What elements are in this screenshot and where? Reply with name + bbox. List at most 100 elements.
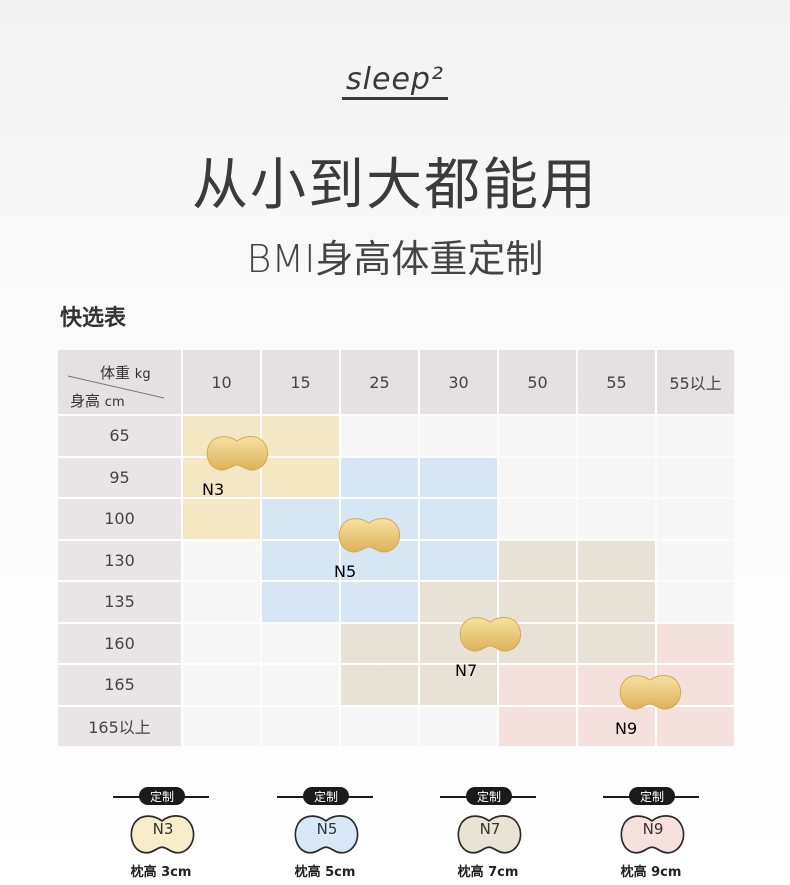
- table-cell: [420, 416, 497, 456]
- table-cell: [657, 706, 734, 746]
- table-cell: [657, 499, 734, 539]
- pillow-label: N7: [479, 820, 501, 838]
- pillow-height: 枕高 9cm: [620, 865, 682, 880]
- table-cell: [341, 665, 418, 705]
- row-header: 165: [58, 665, 181, 705]
- table-cell: [262, 457, 339, 497]
- table-cell: [657, 540, 734, 580]
- logo: sleep²: [0, 62, 790, 100]
- pillow-shape: [620, 815, 685, 854]
- table-cell: [657, 457, 734, 497]
- table-cell: [183, 582, 260, 622]
- badge-shape: [619, 675, 682, 710]
- column-header: 50: [499, 350, 576, 414]
- tag: 定制: [466, 787, 512, 805]
- legend-item: 定制 N9 枕高 9cm: [591, 787, 711, 885]
- pillow-label: N9: [642, 820, 664, 838]
- table-cell: [341, 416, 418, 456]
- table-cell: [420, 706, 497, 746]
- subtitle: BMI身高体重定制: [246, 237, 544, 281]
- table-cell: [420, 457, 497, 497]
- pillow-shape: [457, 815, 522, 854]
- table-cell: [262, 416, 339, 456]
- column-header: 55: [578, 350, 655, 414]
- table-cell: [262, 706, 339, 746]
- legend-item: 定制 N5 枕高 5cm: [265, 787, 385, 885]
- badge-shape: [338, 518, 401, 553]
- table-cell: [578, 540, 655, 580]
- table-cell: [578, 582, 655, 622]
- column-header: 25: [341, 350, 418, 414]
- table: 体重 kg 身高 cm 10 15 25 30 50 55 55以上 65 95 100 130 13…: [58, 350, 734, 746]
- table-cell: [183, 706, 260, 746]
- corner-weight-text: 体重: [100, 364, 131, 382]
- pillow-label: N5: [316, 820, 338, 838]
- table-cell: [657, 582, 734, 622]
- row-header: 65: [58, 416, 181, 456]
- table-cell: [183, 540, 260, 580]
- column-header: 15: [262, 350, 339, 414]
- badge-shape: [459, 617, 522, 652]
- corner-weight-unit: kg: [134, 367, 151, 382]
- table-cell: [262, 582, 339, 622]
- tag: 定制: [303, 787, 349, 805]
- table-cell: [499, 665, 576, 705]
- table-cell: [341, 706, 418, 746]
- table-cell: [262, 623, 339, 663]
- badge: N5: [334, 514, 404, 581]
- table-cell: [341, 457, 418, 497]
- badge-label: N3: [202, 480, 225, 499]
- row-header: 165以上: [58, 706, 181, 746]
- table-cell: [499, 540, 576, 580]
- pillow-label: N3: [152, 820, 174, 838]
- table-cell: [499, 457, 576, 497]
- table-cell: [578, 706, 655, 746]
- badge-label: N9: [615, 719, 638, 738]
- row-header: 95: [58, 457, 181, 497]
- table-cell: [578, 499, 655, 539]
- row-header: 130: [58, 540, 181, 580]
- badge: N7: [455, 613, 525, 680]
- table-cell: [657, 623, 734, 663]
- logo-text: sleep²: [342, 62, 448, 100]
- badge-label: N7: [455, 661, 478, 680]
- corner-height-text: 身高: [70, 392, 101, 410]
- badge-label: N5: [334, 562, 357, 581]
- badge-shape: [206, 436, 269, 471]
- table-cell: [420, 540, 497, 580]
- pillow-height: 枕高 3cm: [130, 865, 192, 880]
- table-cell: [578, 457, 655, 497]
- table-cell: [578, 623, 655, 663]
- corner-height-unit: cm: [104, 395, 125, 410]
- pillow-shape: [130, 815, 195, 854]
- corner-diagonal: [67, 375, 165, 399]
- table-cell: [499, 706, 576, 746]
- row-header: 160: [58, 623, 181, 663]
- column-header: 10: [183, 350, 260, 414]
- title: 从小到大都能用: [192, 153, 598, 218]
- pillow-height: 枕高 5cm: [294, 865, 356, 880]
- table-cell: [262, 499, 339, 539]
- badge: N9: [615, 671, 685, 738]
- table-cell: [183, 623, 260, 663]
- corner-height: 身高 cm: [70, 390, 125, 411]
- table-cell: [341, 623, 418, 663]
- table-cell: [420, 665, 497, 705]
- corner-weight: 体重 kg: [100, 362, 151, 383]
- pillow-height: 枕高 7cm: [457, 865, 519, 880]
- table-cell: [262, 540, 339, 580]
- corner-cell: 体重 kg 身高 cm: [58, 350, 181, 414]
- table-cell: [657, 416, 734, 456]
- table-cell: [420, 499, 497, 539]
- table-cell: [499, 499, 576, 539]
- tag: 定制: [629, 787, 675, 805]
- legend-item: 定制 N3 枕高 3cm: [101, 787, 221, 885]
- table-cell: [578, 416, 655, 456]
- table-cell: [183, 499, 260, 539]
- table-cell: [499, 416, 576, 456]
- table-cell: [262, 665, 339, 705]
- tag: 定制: [139, 787, 185, 805]
- row-header: 100: [58, 499, 181, 539]
- table-cell: [341, 582, 418, 622]
